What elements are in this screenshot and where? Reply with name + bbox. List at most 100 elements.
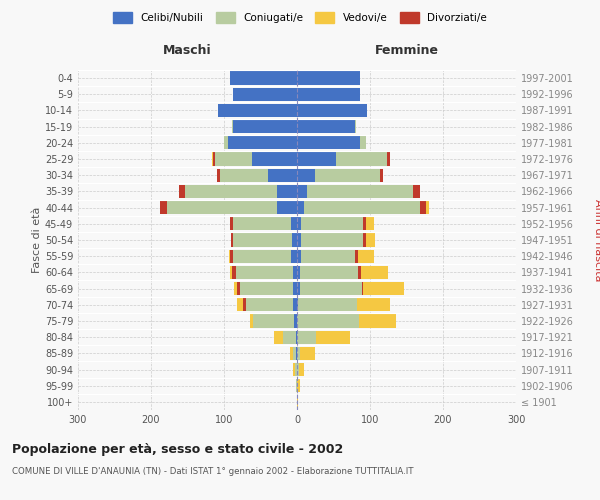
Bar: [230, 217, 297, 230]
Bar: [297, 363, 304, 376]
Bar: [185, 185, 297, 198]
Bar: [297, 217, 365, 230]
Bar: [233, 88, 297, 101]
Bar: [297, 168, 383, 182]
Bar: [293, 346, 297, 360]
Bar: [252, 152, 297, 166]
Bar: [297, 234, 363, 246]
Bar: [277, 185, 297, 198]
Bar: [297, 201, 426, 214]
Bar: [297, 120, 356, 134]
Bar: [297, 168, 314, 182]
Bar: [297, 120, 355, 134]
Bar: [179, 185, 297, 198]
Bar: [297, 282, 300, 295]
Bar: [217, 168, 297, 182]
Bar: [293, 282, 297, 295]
Y-axis label: Fasce di età: Fasce di età: [32, 207, 42, 273]
Bar: [297, 168, 383, 182]
Bar: [297, 136, 365, 149]
Legend: Celibi/Nubili, Coniugati/e, Vedovi/e, Divorziati/e: Celibi/Nubili, Coniugati/e, Vedovi/e, Di…: [109, 8, 491, 27]
Bar: [297, 330, 316, 344]
Bar: [224, 136, 297, 149]
Text: COMUNE DI VILLE D'ANAUNIA (TN) - Dati ISTAT 1° gennaio 2002 - Elaborazione TUTTI: COMUNE DI VILLE D'ANAUNIA (TN) - Dati IS…: [12, 468, 413, 476]
Bar: [297, 136, 365, 149]
Bar: [167, 201, 297, 214]
Bar: [218, 104, 297, 117]
Bar: [283, 330, 297, 344]
Bar: [230, 266, 297, 279]
Bar: [297, 104, 367, 117]
Bar: [294, 314, 297, 328]
Bar: [230, 72, 297, 85]
Bar: [213, 152, 297, 166]
Bar: [297, 282, 363, 295]
Bar: [230, 234, 297, 246]
Bar: [297, 217, 301, 230]
Bar: [297, 217, 374, 230]
Bar: [224, 136, 297, 149]
Bar: [253, 314, 297, 328]
Bar: [297, 104, 367, 117]
Bar: [297, 314, 359, 328]
Bar: [277, 201, 297, 214]
Bar: [233, 88, 297, 101]
Bar: [296, 379, 297, 392]
Bar: [283, 330, 297, 344]
Text: Maschi: Maschi: [163, 44, 212, 57]
Bar: [227, 136, 297, 149]
Bar: [160, 201, 297, 214]
Bar: [296, 379, 297, 392]
Bar: [293, 363, 297, 376]
Bar: [217, 168, 297, 182]
Bar: [237, 282, 297, 295]
Bar: [297, 120, 356, 134]
Bar: [274, 330, 297, 344]
Bar: [297, 72, 360, 85]
Bar: [229, 250, 297, 263]
Bar: [224, 136, 297, 149]
Bar: [297, 298, 298, 312]
Bar: [297, 282, 404, 295]
Bar: [233, 88, 297, 101]
Bar: [220, 168, 297, 182]
Bar: [297, 346, 300, 360]
Bar: [240, 282, 297, 295]
Bar: [297, 152, 387, 166]
Bar: [236, 266, 297, 279]
Bar: [233, 217, 297, 230]
Bar: [297, 104, 367, 117]
Bar: [218, 104, 297, 117]
Bar: [297, 234, 301, 246]
Bar: [297, 298, 391, 312]
Bar: [232, 120, 297, 134]
Bar: [230, 72, 297, 85]
Bar: [296, 330, 297, 344]
Bar: [297, 363, 299, 376]
Bar: [232, 266, 297, 279]
Bar: [297, 396, 298, 408]
Bar: [291, 217, 297, 230]
Bar: [297, 168, 380, 182]
Bar: [297, 250, 374, 263]
Bar: [297, 234, 375, 246]
Bar: [297, 250, 358, 263]
Bar: [233, 88, 297, 101]
Text: Popolazione per età, sesso e stato civile - 2002: Popolazione per età, sesso e stato civil…: [12, 442, 343, 456]
Bar: [293, 346, 297, 360]
Bar: [297, 266, 388, 279]
Bar: [297, 104, 367, 117]
Text: Femmine: Femmine: [374, 44, 439, 57]
Bar: [232, 120, 297, 134]
Bar: [297, 234, 365, 246]
Bar: [230, 72, 297, 85]
Bar: [230, 250, 297, 263]
Bar: [295, 363, 297, 376]
Bar: [237, 298, 297, 312]
Bar: [297, 266, 361, 279]
Bar: [291, 250, 297, 263]
Bar: [179, 185, 297, 198]
Bar: [297, 250, 301, 263]
Bar: [250, 314, 297, 328]
Bar: [297, 185, 421, 198]
